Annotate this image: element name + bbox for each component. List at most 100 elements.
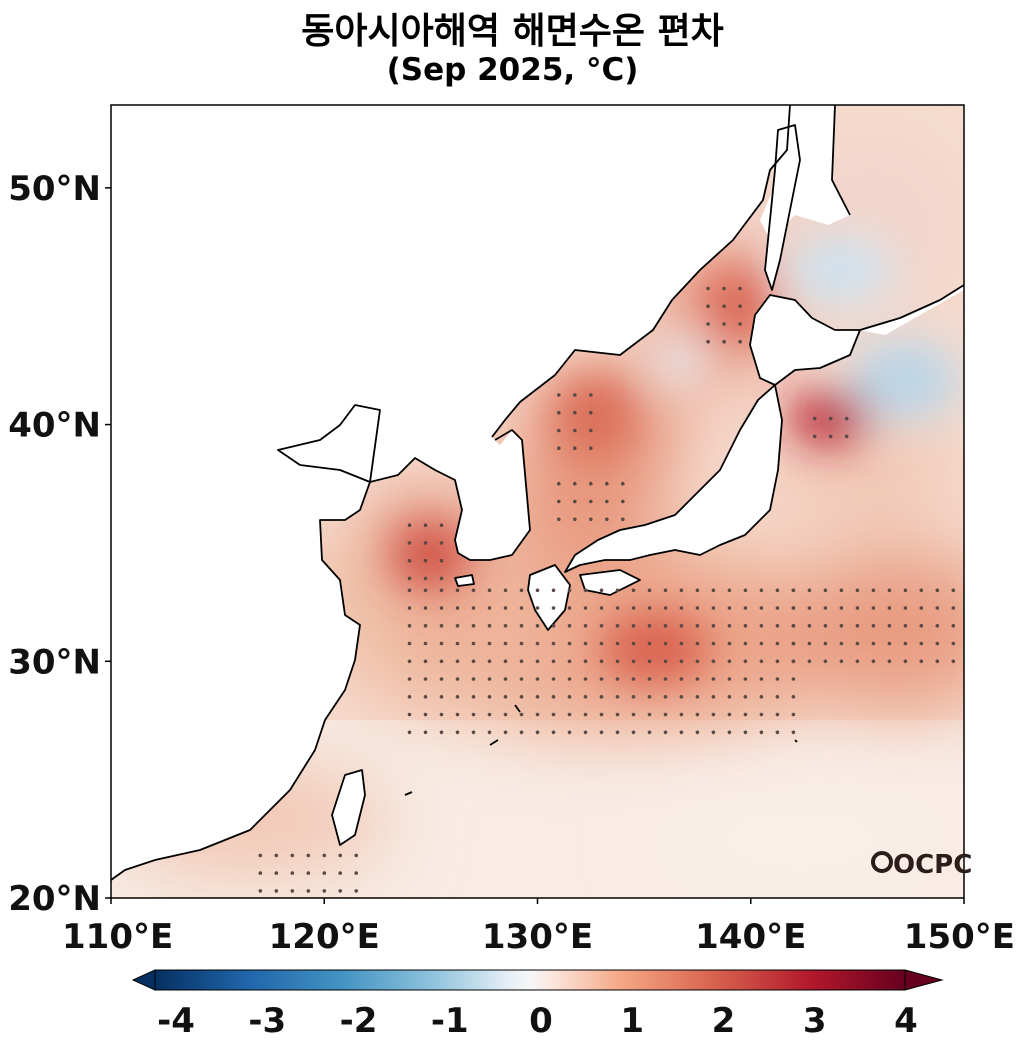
stipple-dot [573,393,577,397]
stipple-dot [440,642,444,646]
stipple-dot [813,435,817,439]
colorbar-tick-label: -2 [340,1001,378,1041]
stipple-dot [952,606,956,610]
stipple-dot [936,642,940,646]
stipple-dot [472,677,476,681]
colorbar: -4 -3 -2 -1 0 1 2 3 4 [133,970,942,1041]
stipple-dot [573,518,577,522]
stipple-dot [408,642,412,646]
stipple-dot [488,731,492,735]
stipple-dot [456,642,460,646]
stipple-dot [568,624,572,628]
stipple-dot [440,677,444,681]
stipple-dot [792,677,796,681]
stipple-dot [616,624,620,628]
stipple-dot [696,695,700,699]
stipple-dot [840,589,844,593]
stipple-dot [840,624,844,628]
colorbar-tick-label: 1 [620,1001,644,1041]
stipple-dot [552,624,556,628]
stipple-dot [552,695,556,699]
stipple-dot [808,642,812,646]
stipple-dot [920,606,924,610]
stipple-dot [552,731,556,735]
stipple-dot [738,340,742,344]
stipple-dot [408,606,412,610]
stipple-dot [952,624,956,628]
stipple-dot [722,304,726,308]
x-tick-label: 130°E [482,917,593,957]
stipple-dot [600,589,604,593]
y-tick-label: 50°N [8,169,101,209]
stipple-dot [648,642,652,646]
stipple-dot [520,642,524,646]
stipple-dot [632,589,636,593]
stipple-dot [488,677,492,681]
stipple-dot [408,589,412,593]
stipple-dot [456,713,460,717]
stipple-dot [504,589,508,593]
stipple-dot [488,589,492,593]
stipple-dot [712,695,716,699]
stipple-dot [872,589,876,593]
stipple-dot [648,606,652,610]
stipple-dot [621,482,625,486]
stipple-dot [632,677,636,681]
stipple-dot [616,660,620,664]
stipple-dot [440,660,444,664]
stipple-dot [840,660,844,664]
stipple-dot [744,589,748,593]
stipple-dot [664,642,668,646]
stipple-dot [808,606,812,610]
stipple-dot [354,889,358,893]
stipple-dot [472,660,476,664]
stipple-dot [573,500,577,504]
stipple-dot [920,660,924,664]
stipple-dot [664,731,668,735]
stipple-dot [722,322,726,326]
stipple-dot [488,642,492,646]
stipple-dot [536,731,540,735]
stipple-dot [600,660,604,664]
stipple-dot [589,446,593,450]
stipple-dot [888,589,892,593]
stipple-dot [760,677,764,681]
stipple-dot [829,417,833,421]
stipple-dot [664,677,668,681]
stipple-dot [760,606,764,610]
stipple-dot [920,589,924,593]
stipple-dot [744,677,748,681]
stipple-dot [648,713,652,717]
stipple-dot [440,606,444,610]
stipple-dot [338,871,342,875]
stipple-dot [424,541,428,545]
stipple-dot [584,713,588,717]
stipple-dot [536,589,540,593]
stipple-dot [323,871,327,875]
stipple-dot [856,642,860,646]
colorbar-tick-label: -3 [248,1001,286,1041]
stipple-dot [488,624,492,628]
stipple-dot [648,731,652,735]
stipple-dot [712,589,716,593]
stipple-dot [952,660,956,664]
stipple-dot [440,523,444,527]
stipple-dot [680,660,684,664]
stipple-dot [888,606,892,610]
stipple-dot [792,731,796,735]
stipple-dot [760,713,764,717]
stipple-dot [888,642,892,646]
stipple-dot [824,589,828,593]
stipple-dot [696,677,700,681]
stipple-dot [616,713,620,717]
stipple-dot [760,589,764,593]
stipple-dot [776,731,780,735]
stipple-dot [856,589,860,593]
stipple-dot [738,322,742,326]
stipple-dot [680,695,684,699]
stipple-dot [648,624,652,628]
colorbar-tick-label: -4 [157,1001,195,1041]
stipple-dot [824,660,828,664]
stipple-dot [275,854,279,858]
stipple-dot [776,606,780,610]
